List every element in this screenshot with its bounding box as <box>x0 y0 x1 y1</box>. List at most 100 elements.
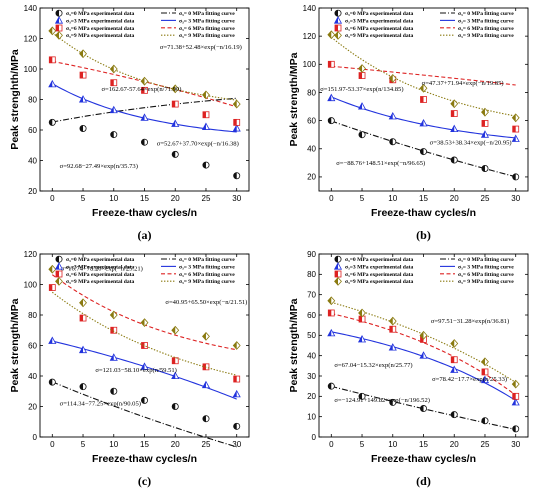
legend-data-label: σ₃=0 MPa experimental data <box>66 11 135 17</box>
data-point-s1-p1 <box>78 345 88 354</box>
legend-data-label: σ₃=6 MPa experimental data <box>66 26 135 32</box>
legend-marker-2 <box>334 24 342 32</box>
data-point-s1-p5 <box>201 122 211 130</box>
data-point-s2-p5 <box>481 368 489 376</box>
data-point-s3-p0-half <box>48 27 53 35</box>
data-point-s3-p1 <box>358 308 366 318</box>
legend-fit-label: σ₃= 9 MPa fitting curve <box>458 279 514 285</box>
data-point-s2-p1-half <box>80 72 84 79</box>
y-tick-label: 50 <box>307 331 316 340</box>
data-point-s3-p1-half <box>79 299 84 307</box>
legend-fit-label: σ₃= 6 MPa fitting curve <box>458 26 514 32</box>
data-point-s2-p6 <box>512 392 520 400</box>
data-point-s1-p1-half <box>358 102 363 110</box>
legend-marker-2 <box>55 270 63 278</box>
data-point-s0-p4-half <box>451 156 455 164</box>
fit-equation: σ=67.04−15.32×exp(n/25.77) <box>334 362 412 369</box>
data-point-s1-p4 <box>450 365 459 373</box>
data-point-s0-p6 <box>233 422 241 430</box>
data-point-s0-p1-half <box>79 125 84 132</box>
legend-data-label: σ₃=0 MPa experimental data <box>345 11 414 17</box>
data-point-s0-p5 <box>202 161 210 169</box>
data-point-s0-p2-half <box>389 138 393 145</box>
data-point-s2-p3-half <box>420 96 424 103</box>
data-point-s1-p3 <box>140 362 149 370</box>
data-point-s2-p2-half <box>110 79 114 86</box>
legend-fit-label: σ₃= 6 MPa fitting curve <box>179 272 235 278</box>
legend-fit-label: σ₃= 0 MPa fitting curve <box>179 11 235 17</box>
fit-equation: σ=40.95+65.50×exp(−n/21.51) <box>165 299 247 306</box>
data-point-s3-p5-half <box>202 332 206 341</box>
panel-label: (c) <box>138 474 151 488</box>
data-point-s0-p5-half <box>481 165 485 172</box>
legend-marker-0-half <box>55 10 59 17</box>
data-point-s2-p0 <box>48 56 56 64</box>
x-tick-label: 30 <box>232 440 241 449</box>
y-tick-label: 60 <box>28 126 37 135</box>
data-point-s0-p3 <box>419 148 427 156</box>
legend-marker-3 <box>334 277 342 286</box>
data-point-s0-p3-half <box>420 148 424 155</box>
legend-data-label: σ₃=9 MPa experimental data <box>66 279 135 285</box>
x-tick-label: 0 <box>50 194 55 203</box>
data-point-s1-p1 <box>357 102 367 110</box>
data-point-s2-p5-half <box>481 120 485 127</box>
fit-equation: σ=114.34−77.25×exp(n/90.05) <box>60 401 141 408</box>
y-tick-label: 120 <box>24 250 38 259</box>
data-point-s3-p4-half <box>171 85 176 93</box>
data-point-s0-p6-half <box>512 173 516 181</box>
y-axis-title: Peak strength/MPa <box>9 298 21 392</box>
x-axis-title: Freeze-thaw cycles/n <box>371 453 476 465</box>
y-tick-label: 100 <box>303 60 317 69</box>
data-point-s1-p1 <box>78 95 88 103</box>
legend-data-label: σ₃=3 MPa experimental data <box>345 264 414 270</box>
legend-fit-label: σ₃= 6 MPa fitting curve <box>179 26 235 32</box>
fit-equation: σ=−88.76+148.51×exp(−n/96.65) <box>336 160 425 167</box>
legend-data-label: σ₃=3 MPa experimental data <box>66 18 135 24</box>
data-point-s3-p6 <box>511 113 520 123</box>
data-point-s3-p0-half <box>327 30 332 39</box>
data-point-s1-p0 <box>327 93 336 102</box>
data-point-s3-p2-half <box>389 74 393 83</box>
data-point-s1-p3 <box>419 118 428 127</box>
data-point-s2-p4-half <box>451 356 455 363</box>
x-tick-label: 10 <box>109 194 118 203</box>
fit-equation: σ=162.67-57.64×exp(n/71.90) <box>101 86 181 93</box>
data-point-s3-p4 <box>171 84 180 94</box>
data-point-s3-p3 <box>419 330 428 340</box>
data-point-s1-p2 <box>388 111 397 120</box>
data-point-s3-p4-half <box>171 326 176 335</box>
y-tick-label: 40 <box>28 156 37 165</box>
data-point-s0-p2 <box>110 387 118 395</box>
y-tick-label: 120 <box>24 34 38 43</box>
data-point-s0-p4-half <box>172 151 176 158</box>
x-tick-label: 30 <box>511 440 520 449</box>
data-point-s1-p0 <box>48 336 57 344</box>
legend-marker-3 <box>55 277 63 286</box>
data-point-s1-p5-half <box>202 381 206 388</box>
y-tick-label: 20 <box>307 392 316 401</box>
data-point-s1-p6 <box>232 124 241 132</box>
y-tick-label: 0 <box>312 433 317 442</box>
data-point-s2-p5-half <box>481 368 485 375</box>
data-point-s0-p2-half <box>110 388 114 395</box>
legend-marker-1 <box>333 16 343 24</box>
data-point-s0-p2 <box>110 131 118 139</box>
data-point-s3-p4 <box>171 325 180 335</box>
y-tick-label: 60 <box>307 116 316 125</box>
legend-fit-label: σ₃= 3 MPa fitting curve <box>179 264 235 270</box>
data-point-s2-p6-half <box>233 119 237 126</box>
y-tick-label: 60 <box>28 341 37 350</box>
data-point-s2-p1 <box>79 71 87 79</box>
x-tick-label: 15 <box>419 440 428 449</box>
data-point-s1-p2 <box>109 105 118 114</box>
x-tick-label: 20 <box>171 440 180 449</box>
x-tick-label: 5 <box>360 194 365 203</box>
data-point-s2-p4 <box>450 110 458 117</box>
y-tick-label: 90 <box>307 250 316 259</box>
fit-equation: σ=47.37+71.94×exp(−n/19.85) <box>422 80 504 87</box>
data-point-s2-p4-half <box>172 357 176 364</box>
data-point-s1-p6-half <box>512 398 516 406</box>
legend-marker-1-half <box>334 17 338 24</box>
legend-marker-0-half <box>334 10 338 17</box>
